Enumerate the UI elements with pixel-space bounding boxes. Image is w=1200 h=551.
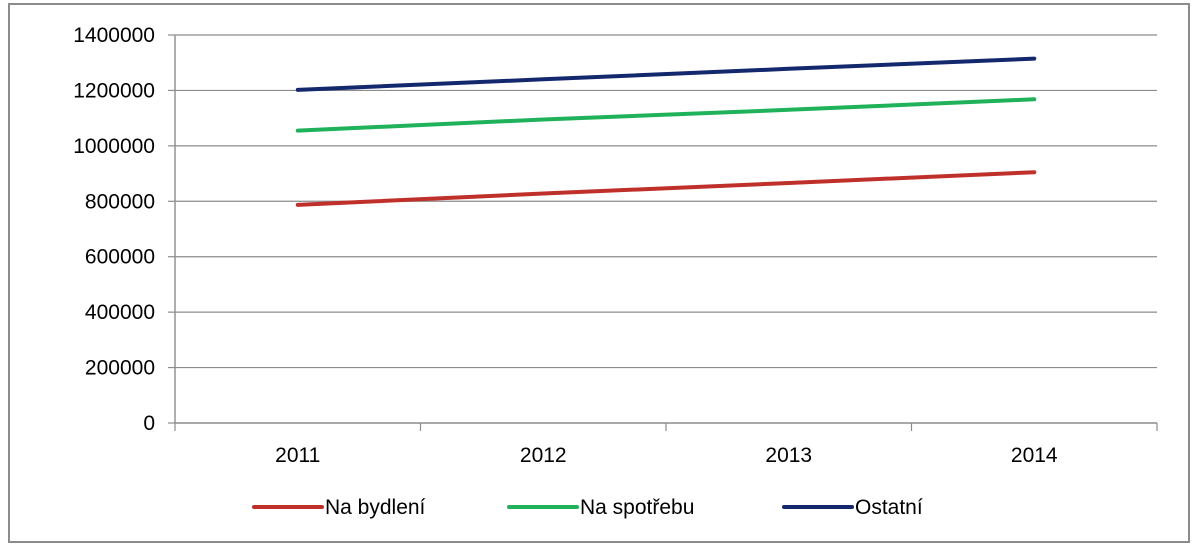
x-tick-labels: 2011 2012 2013 2014: [275, 444, 1058, 467]
chart-frame: [8, 3, 1190, 543]
series-line-3: [295, 56, 1037, 92]
x-tick-label: 2014: [1011, 444, 1058, 467]
series-lines: [295, 56, 1037, 207]
series-line-1: [295, 170, 1037, 207]
x-tick-label: 2012: [520, 444, 567, 467]
axes: [168, 34, 1158, 431]
series-line-2: [295, 97, 1037, 133]
gridlines: [175, 34, 1157, 369]
y-tick-label: 200000: [85, 357, 155, 380]
legend-item: Na bydlení: [252, 496, 426, 519]
y-tick-label: 400000: [85, 301, 155, 324]
legend-item: Na spotřebu: [507, 496, 694, 519]
y-tick-label: 1200000: [73, 79, 155, 102]
y-tick-label: 800000: [85, 190, 155, 213]
legend-label: Na bydlení: [325, 496, 426, 519]
legend-label: Na spotřebu: [580, 496, 694, 519]
legend: Na bydlení Na spotřebu Ostatní: [252, 496, 923, 519]
y-tick-labels: 0 200000 400000 600000 800000 1000000 1200000 1…: [73, 24, 155, 435]
x-tick-label: 2013: [765, 444, 812, 467]
legend-item: Ostatní: [782, 496, 923, 519]
legend-label: Ostatní: [855, 496, 923, 519]
y-tick-label: 0: [143, 412, 155, 435]
y-tick-label: 600000: [85, 246, 155, 269]
y-tick-label: 1400000: [73, 24, 155, 47]
x-tick-label: 2011: [275, 444, 320, 467]
y-tick-label: 1000000: [73, 135, 155, 158]
